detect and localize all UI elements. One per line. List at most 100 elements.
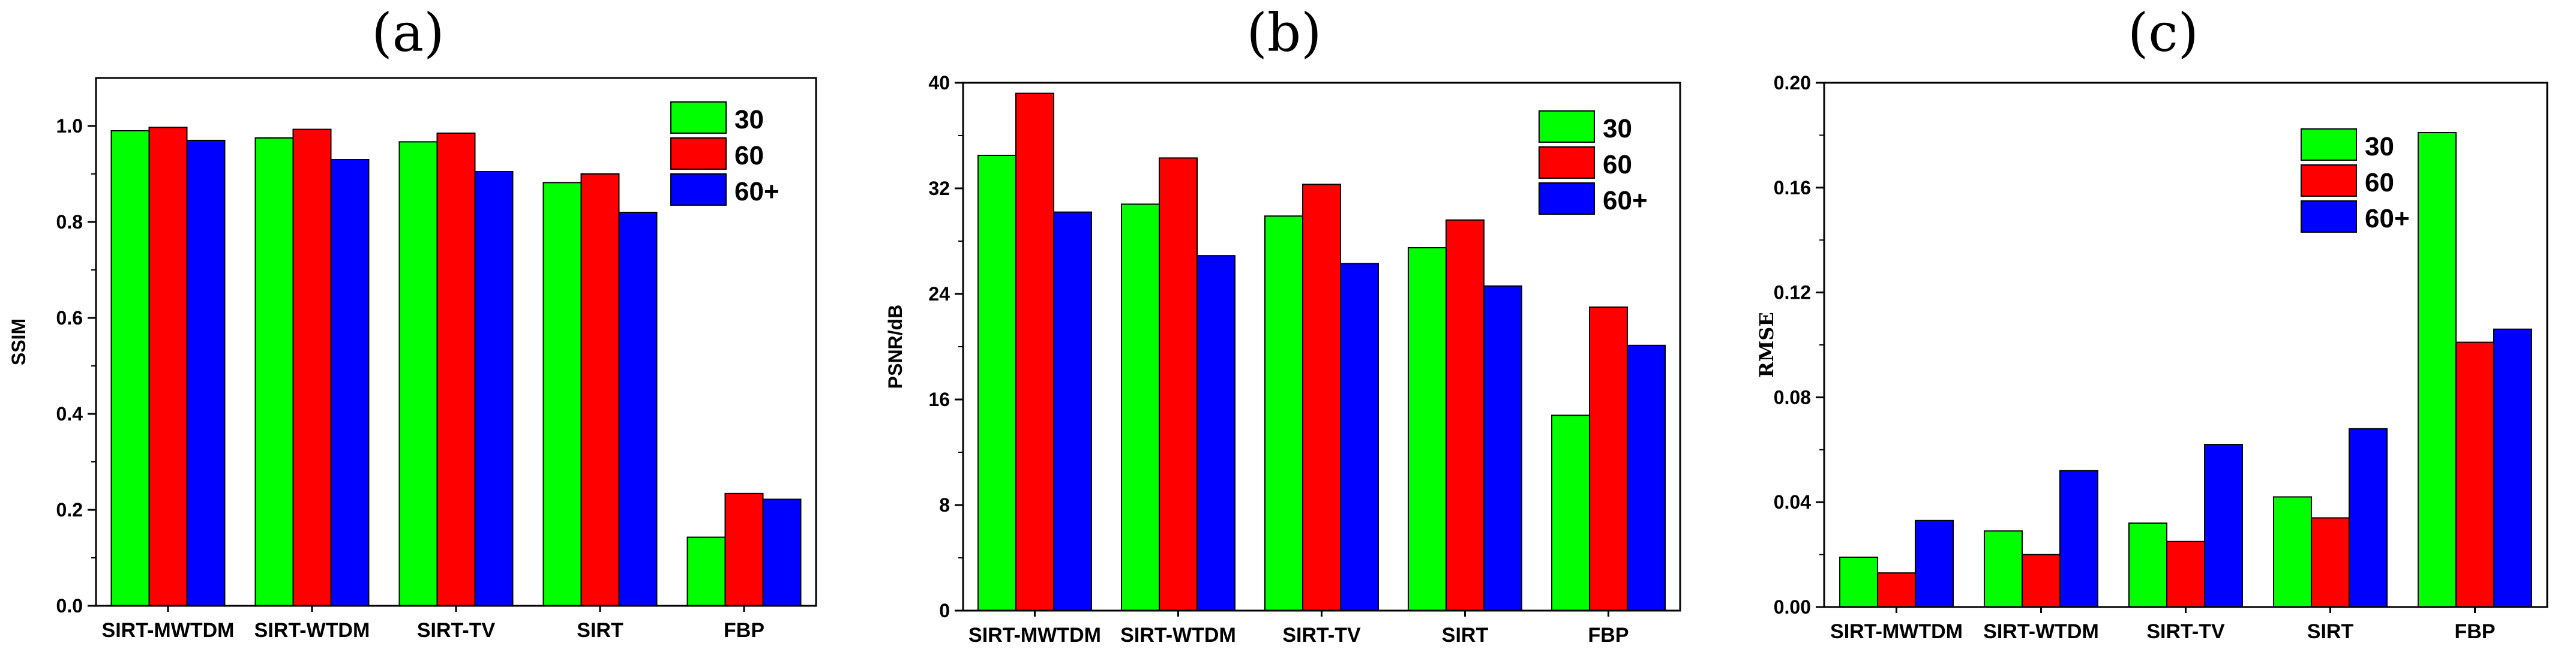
bar-sirt-60plus (618, 212, 658, 606)
bar-sirt-tv-60 (436, 133, 476, 606)
bar-sirt-wtdm-60plus (1196, 255, 1235, 611)
legend-label: 60 (2365, 168, 2394, 197)
chart-title: (b) (1247, 2, 1322, 64)
y-tick-label: 32 (928, 178, 950, 199)
legend-label: 30 (1603, 114, 1632, 143)
x-tick-label: SIRT-WTDM (1120, 624, 1236, 647)
y-tick-label: 24 (928, 283, 950, 305)
bar-sirt-60 (2311, 517, 2350, 608)
bar-sirt-wtdm-30 (1984, 530, 2023, 608)
bar-sirt-tv-60plus (1340, 263, 1379, 611)
legend-swatch-30 (670, 101, 727, 134)
y-tick-label: 8 (939, 494, 950, 516)
y-tick-label: 0.00 (1774, 596, 1811, 618)
bar-sirt-60 (580, 173, 620, 606)
x-tick-label: SIRT-TV (417, 619, 496, 642)
bar-sirt-30 (1408, 247, 1447, 611)
bar-fbp-30 (2418, 132, 2457, 608)
legend-label: 30 (2365, 132, 2394, 161)
legend-swatch-30 (1539, 110, 1595, 143)
bar-fbp-60plus (762, 498, 802, 607)
y-tick-label: 0.0 (56, 595, 83, 617)
bar-sirt-mwtdm-60plus (1053, 211, 1092, 612)
bar-sirt-tv-60plus (474, 171, 514, 606)
chart-panel-2: (b) SIRT-MWTDM SIRT-WTDM SIRT-TV SIRT FBP 0 8 16… (884, 2, 1681, 647)
x-tick-label: SIRT-WTDM (254, 619, 370, 642)
y-tick-label: 0.8 (56, 211, 83, 233)
x-tick-label: FBP (724, 619, 764, 642)
bar-sirt-30 (2273, 496, 2312, 608)
bar-sirt-mwtdm-30 (977, 155, 1016, 611)
bar-sirt-tv-30 (398, 141, 438, 606)
legend-label: 30 (734, 105, 764, 134)
bar-sirt-wtdm-60 (2022, 554, 2061, 608)
bar-sirt-tv-60 (2166, 540, 2205, 608)
bar-sirt-tv-60plus (2204, 444, 2243, 608)
x-tick-label: SIRT-MWTDM (102, 619, 235, 642)
x-tick-label: SIRT-WTDM (1983, 620, 2099, 643)
plot-frame (95, 77, 817, 607)
bar-sirt-mwtdm-60 (1015, 92, 1054, 612)
y-tick-label: 0.4 (56, 403, 83, 425)
chart-title: (c) (2128, 2, 2199, 64)
bar-fbp-60plus (1627, 344, 1666, 611)
bar-sirt-wtdm-60plus (330, 159, 370, 606)
x-tick-label: SIRT (1442, 624, 1489, 647)
x-tick-label: SIRT (2307, 620, 2354, 643)
bar-fbp-60plus (2493, 328, 2532, 608)
bar-sirt-mwtdm-60plus (186, 140, 226, 606)
bar-sirt-60plus (2349, 428, 2388, 608)
bar-fbp-60 (2455, 341, 2494, 608)
y-tick-label: 0.12 (1774, 282, 1811, 304)
legend-label: 60+ (1603, 186, 1648, 215)
x-tick-label: FBP (2455, 620, 2496, 643)
bar-sirt-mwtdm-30 (110, 130, 150, 606)
bar-fbp-30 (686, 536, 726, 606)
bar-fbp-30 (1551, 414, 1590, 612)
x-tick-label: FBP (1588, 624, 1629, 647)
legend-label: 60+ (734, 177, 779, 206)
bar-fbp-60 (724, 492, 764, 606)
y-axis-label: RMSE (1755, 312, 1778, 378)
y-tick-label: 16 (928, 389, 950, 410)
legend-swatch-60 (2301, 164, 2357, 197)
y-tick-label: 0.04 (1774, 491, 1811, 513)
y-tick-label: 0.16 (1774, 177, 1811, 199)
legend-swatch-60plus (2301, 200, 2357, 233)
y-axis-label: PSNR/dB (884, 305, 906, 389)
legend-label: 60 (734, 141, 764, 170)
bar-sirt-mwtdm-60plus (1915, 519, 1954, 608)
y-tick-label: 0.20 (1774, 72, 1811, 94)
y-axis-label: SSIM (8, 319, 29, 365)
bar-sirt-30 (542, 182, 582, 606)
bar-fbp-60 (1589, 307, 1628, 611)
y-tick-label: 40 (928, 72, 950, 94)
bar-sirt-tv-60 (1302, 184, 1341, 611)
x-tick-label: SIRT-TV (2146, 620, 2225, 643)
legend-swatch-60plus (670, 173, 727, 206)
y-tick-label: 0.08 (1774, 386, 1811, 408)
y-tick-label: 0.6 (56, 307, 83, 329)
bar-sirt-60 (1446, 219, 1485, 611)
legend-label: 60 (1603, 150, 1632, 179)
bar-sirt-tv-30 (1264, 215, 1303, 611)
bar-sirt-tv-30 (2128, 522, 2167, 608)
x-tick-label: SIRT-TV (1282, 624, 1361, 647)
legend-swatch-60 (670, 137, 727, 170)
bar-sirt-mwtdm-60 (1877, 572, 1916, 608)
legend-swatch-60 (1539, 146, 1595, 179)
bar-sirt-wtdm-30 (254, 137, 294, 606)
legend-label: 60+ (2365, 204, 2410, 233)
chart-panel-1: (a) SIRT-MWTDM SIRT-WTDM SIRT-TV SIRT FBP 0.0 0… (8, 2, 817, 642)
x-tick-label: SIRT-MWTDM (968, 624, 1101, 647)
chart-title: (a) (371, 2, 444, 64)
bar-sirt-wtdm-30 (1121, 203, 1160, 611)
bar-sirt-mwtdm-60 (148, 127, 188, 606)
bar-sirt-mwtdm-30 (1839, 556, 1878, 608)
bar-sirt-wtdm-60 (1159, 157, 1198, 611)
bar-sirt-wtdm-60plus (2059, 470, 2098, 608)
bar-sirt-60plus (1483, 285, 1522, 611)
bar-sirt-wtdm-60 (292, 128, 332, 607)
y-tick-label: 0.2 (56, 499, 83, 521)
